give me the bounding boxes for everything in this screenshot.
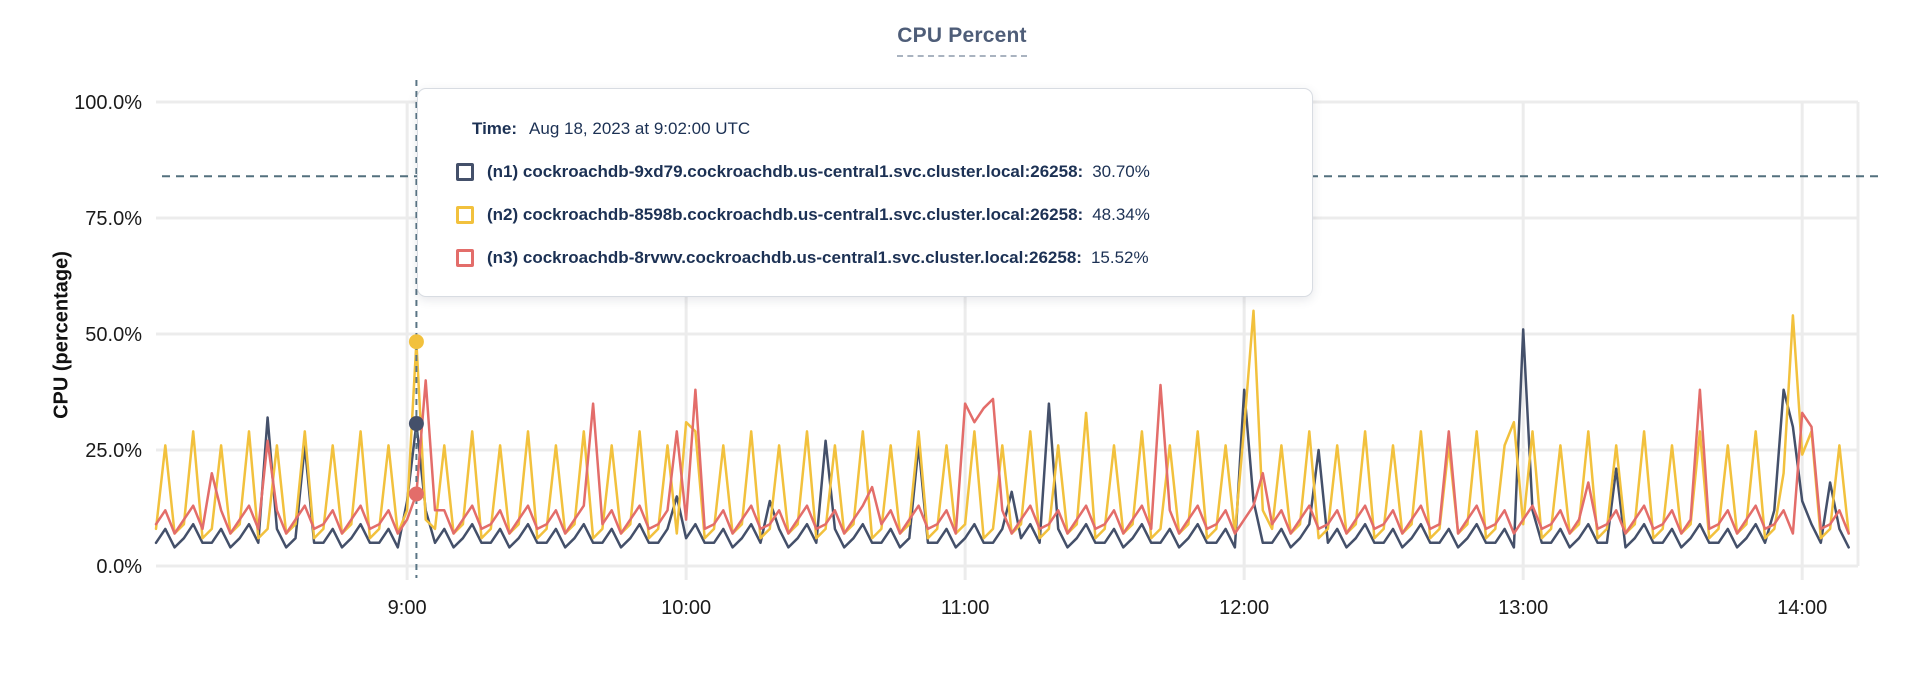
hover-dot-n2: [408, 334, 424, 350]
series-line-n3: [154, 379, 1850, 535]
hover-dot-n1: [408, 416, 424, 432]
tooltip-series-row-n1: (n1) cockroachdb-9xd79.cockroachdb.us-ce…: [456, 162, 1274, 182]
tooltip-series-name-n3: (n3) cockroachdb-8rvwv.cockroachdb.us-ce…: [487, 248, 1082, 267]
tooltip-series-value-n1: 30.70%: [1092, 162, 1150, 181]
tooltip-series-name-n1: (n1) cockroachdb-9xd79.cockroachdb.us-ce…: [487, 162, 1084, 181]
tooltip-series-row-n2: (n2) cockroachdb-8598b.cockroachdb.us-ce…: [456, 205, 1274, 225]
chart-title: CPU Percent: [897, 24, 1027, 57]
hover-dot-n3: [408, 486, 424, 502]
tooltip-series-value-n3: 15.52%: [1090, 248, 1149, 267]
x-tick-label: 9:00: [388, 597, 427, 619]
series-line-n2: [154, 309, 1850, 540]
tooltip-series-name-n2: (n2) cockroachdb-8598b.cockroachdb.us-ce…: [487, 205, 1084, 224]
chart-title-wrap: CPU Percent: [0, 24, 1924, 57]
y-tick-label: 50.0%: [85, 324, 142, 346]
x-tick-label: 12:00: [1219, 597, 1269, 619]
x-tick-label: 11:00: [941, 597, 990, 619]
y-tick-label: 75.0%: [85, 208, 142, 230]
y-tick-label: 0.0%: [96, 556, 142, 578]
x-tick-label: 10:00: [661, 597, 711, 619]
y-tick-label: 100.0%: [74, 92, 142, 114]
series-line-n1: [154, 328, 1850, 549]
tooltip-series-value-n2: 48.34%: [1092, 205, 1150, 224]
tooltip-time-row: Time: Aug 18, 2023 at 9:02:00 UTC: [472, 119, 1274, 139]
series-color-swatch-n3: [456, 249, 474, 267]
series-color-swatch-n1: [456, 163, 474, 181]
x-tick-label: 14:00: [1777, 597, 1827, 619]
x-tick-label: 13:00: [1498, 597, 1548, 619]
tooltip-time-label: Time:: [472, 119, 518, 138]
tooltip-series-row-n3: (n3) cockroachdb-8rvwv.cockroachdb.us-ce…: [456, 248, 1274, 268]
metrics-tooltip: Time: Aug 18, 2023 at 9:02:00 UTC (n1) co…: [417, 88, 1313, 297]
y-tick-label: 25.0%: [85, 440, 142, 462]
tooltip-time-value: Aug 18, 2023 at 9:02:00 UTC: [529, 119, 751, 138]
series-color-swatch-n2: [456, 206, 474, 224]
